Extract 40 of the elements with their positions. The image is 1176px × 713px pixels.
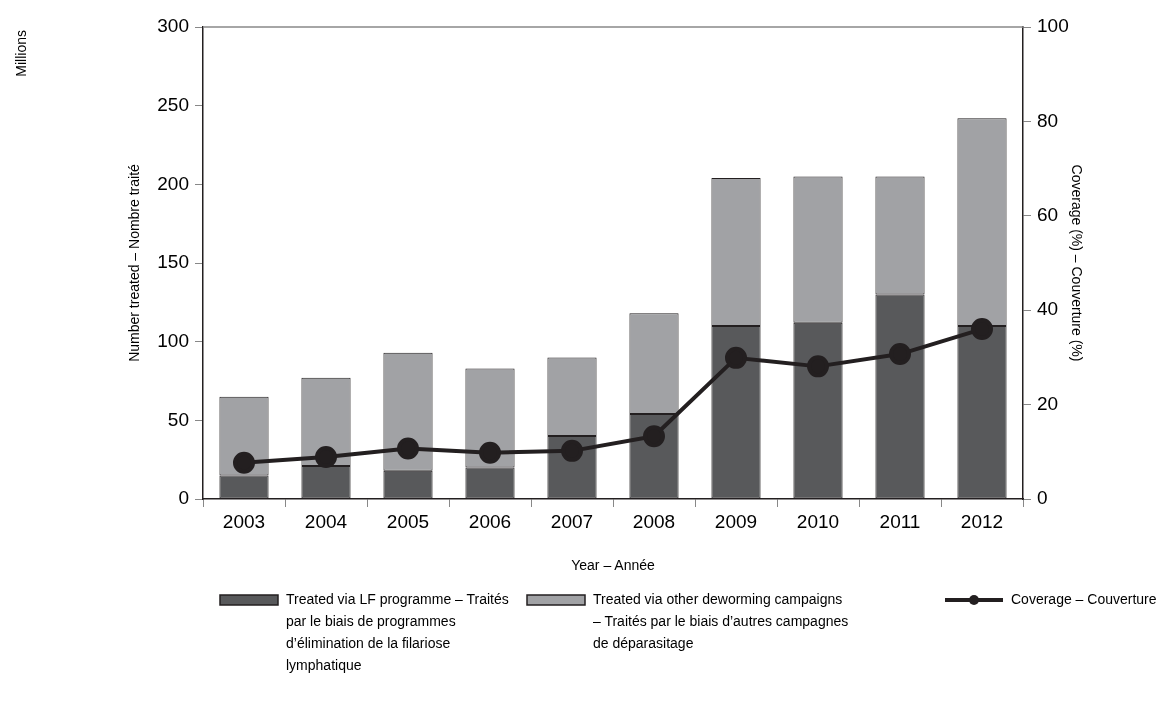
y2-tick-label: 60 xyxy=(1037,204,1059,226)
point xyxy=(971,318,993,341)
x-axis-title: Year – Année xyxy=(571,557,655,574)
x-tick-label: 2012 xyxy=(960,510,1004,532)
point xyxy=(807,355,829,378)
x-tick-label: 2007 xyxy=(550,510,594,532)
text: Millions xyxy=(12,30,29,77)
y-tick-label: 50 xyxy=(167,408,189,430)
x-tick-label: 2011 xyxy=(879,510,921,532)
x-tick-label: 2003 xyxy=(222,510,266,532)
x-tick-label: 2008 xyxy=(632,510,676,532)
point xyxy=(643,425,665,448)
legend-label: Coverage – Couverture xyxy=(1011,590,1157,607)
y-axis-title: Number treated – Nombre traité xyxy=(126,163,143,362)
y2-tick-label: 0 xyxy=(1037,487,1048,509)
y-tick-label: 250 xyxy=(157,93,189,115)
x-tick-label: 2010 xyxy=(796,510,840,532)
point xyxy=(889,343,911,366)
y2-tick-label: 40 xyxy=(1037,298,1059,320)
point xyxy=(561,439,583,462)
point xyxy=(233,451,255,474)
y-tick-label: 150 xyxy=(157,251,189,273)
x-tick-label: 2006 xyxy=(468,510,512,532)
y2-tick-label: 80 xyxy=(1037,109,1059,131)
y2-axis-title: Coverage (%) – Couverture (%) xyxy=(1068,164,1085,362)
point xyxy=(315,445,337,468)
point xyxy=(479,441,501,464)
x-tick-label: 2009 xyxy=(714,510,758,532)
x-tick-label: 2004 xyxy=(304,510,348,532)
point xyxy=(397,437,419,460)
legend-label: Treated via other deworming campaigns – Traités par le biais d’autres campagnes de déparasitage xyxy=(593,590,849,651)
y-tick-label: 300 xyxy=(157,15,189,37)
point xyxy=(725,346,747,369)
legend-label: Treated via LF programme – Traités par le biais de programmes d’élimination de la filariose lymphatique xyxy=(286,590,509,673)
y-tick-label: 0 xyxy=(178,487,189,509)
y2-tick-label: 20 xyxy=(1037,392,1059,414)
y-tick-label: 100 xyxy=(157,329,189,351)
y2-tick-label: 100 xyxy=(1037,15,1069,37)
y-tick-label: 200 xyxy=(157,172,189,194)
x-tick-label: 2005 xyxy=(386,510,430,532)
